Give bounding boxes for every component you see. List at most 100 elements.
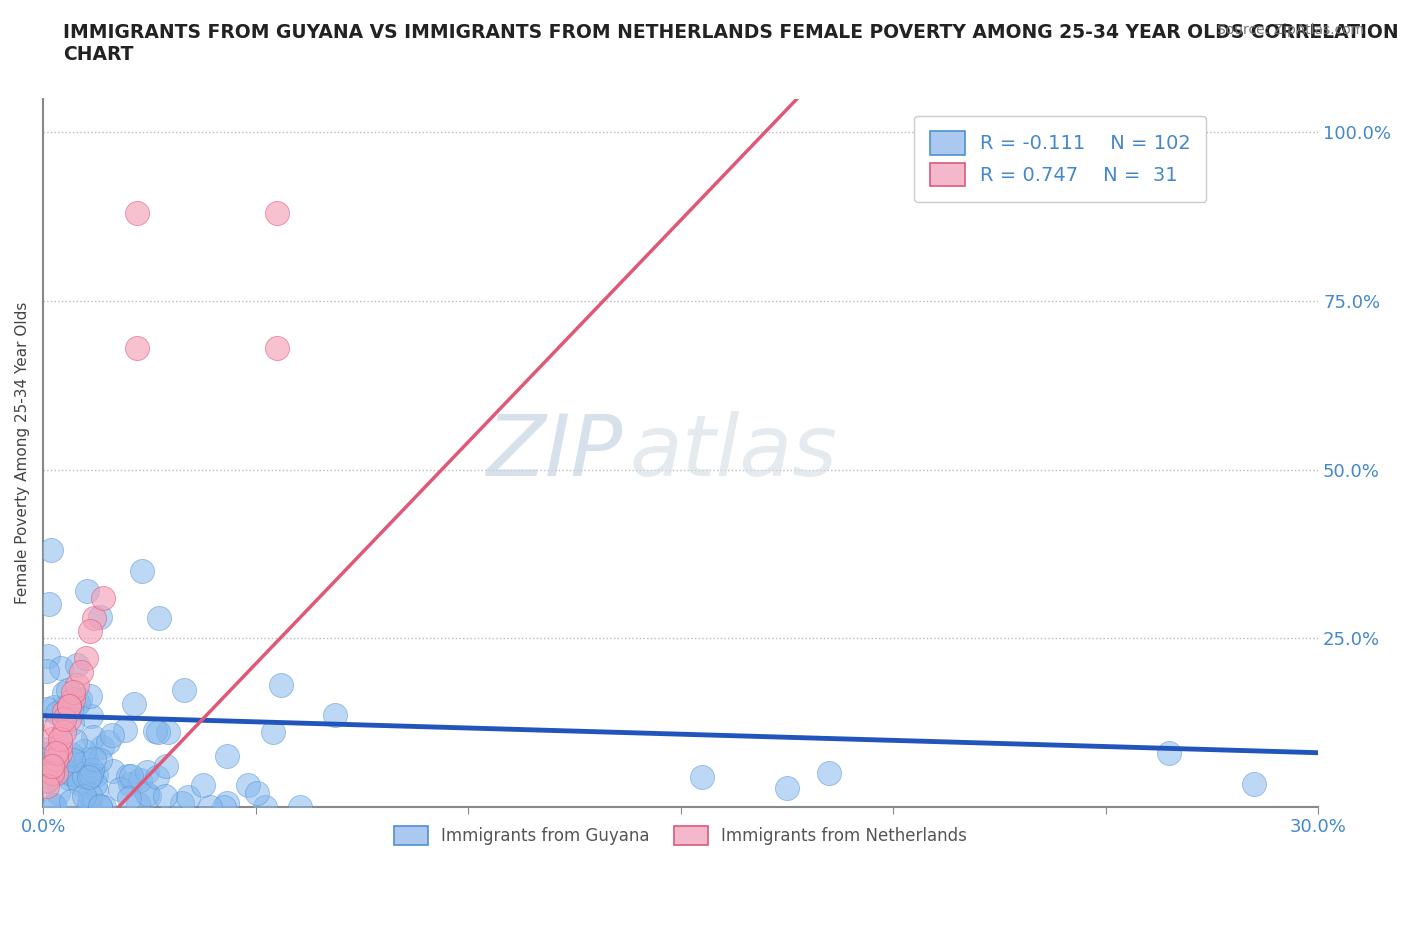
Point bbox=[67, 773, 90, 788]
Point bbox=[125, 206, 148, 220]
Point bbox=[65, 734, 87, 749]
Point bbox=[776, 780, 799, 795]
Point bbox=[148, 610, 170, 625]
Point bbox=[124, 697, 146, 711]
Text: IMMIGRANTS FROM GUYANA VS IMMIGRANTS FROM NETHERLANDS FEMALE POVERTY AMONG 25-34: IMMIGRANTS FROM GUYANA VS IMMIGRANTS FRO… bbox=[63, 23, 1399, 64]
Point bbox=[60, 716, 83, 731]
Point bbox=[1159, 746, 1181, 761]
Point bbox=[44, 797, 66, 812]
Point bbox=[53, 705, 76, 720]
Point bbox=[45, 765, 67, 780]
Point bbox=[103, 764, 125, 778]
Point bbox=[45, 718, 67, 733]
Point bbox=[37, 772, 59, 787]
Point bbox=[262, 724, 284, 739]
Point bbox=[45, 745, 67, 760]
Point bbox=[52, 700, 75, 715]
Legend: Immigrants from Guyana, Immigrants from Netherlands: Immigrants from Guyana, Immigrants from … bbox=[381, 813, 980, 858]
Point bbox=[215, 749, 238, 764]
Point bbox=[86, 767, 108, 782]
Point bbox=[49, 745, 72, 760]
Point bbox=[108, 781, 131, 796]
Point bbox=[266, 206, 288, 220]
Point bbox=[41, 765, 63, 780]
Point bbox=[60, 747, 83, 762]
Point bbox=[323, 708, 346, 723]
Point bbox=[148, 724, 170, 739]
Point bbox=[83, 777, 105, 791]
Point bbox=[62, 684, 84, 699]
Point bbox=[146, 770, 169, 785]
Point bbox=[246, 785, 269, 800]
Point bbox=[156, 724, 179, 739]
Point bbox=[56, 683, 79, 698]
Point bbox=[214, 799, 236, 814]
Point bbox=[62, 752, 84, 767]
Point bbox=[254, 799, 277, 814]
Point bbox=[65, 767, 87, 782]
Point bbox=[60, 703, 83, 718]
Point bbox=[114, 723, 136, 737]
Point bbox=[131, 564, 153, 578]
Point bbox=[191, 778, 214, 793]
Point bbox=[75, 651, 97, 666]
Point bbox=[176, 790, 198, 804]
Point bbox=[66, 678, 89, 693]
Point bbox=[288, 799, 311, 814]
Point bbox=[101, 728, 124, 743]
Point bbox=[118, 790, 141, 805]
Point bbox=[77, 795, 100, 810]
Point bbox=[67, 696, 90, 711]
Point bbox=[120, 769, 142, 784]
Point bbox=[37, 664, 59, 679]
Point bbox=[42, 699, 65, 714]
Point bbox=[41, 732, 63, 747]
Point bbox=[153, 789, 176, 804]
Point bbox=[80, 708, 103, 723]
Point bbox=[79, 624, 101, 639]
Point bbox=[58, 698, 80, 713]
Point bbox=[84, 783, 107, 798]
Point bbox=[38, 746, 60, 761]
Point bbox=[82, 730, 104, 745]
Point bbox=[41, 759, 63, 774]
Point bbox=[89, 753, 111, 768]
Point bbox=[270, 678, 292, 693]
Point bbox=[37, 779, 59, 794]
Point bbox=[56, 765, 79, 780]
Point bbox=[39, 543, 62, 558]
Point bbox=[79, 799, 101, 814]
Point bbox=[41, 759, 63, 774]
Point bbox=[52, 685, 75, 700]
Point bbox=[58, 711, 80, 726]
Point bbox=[1243, 777, 1265, 791]
Point bbox=[818, 765, 841, 780]
Point bbox=[56, 764, 79, 778]
Point bbox=[198, 799, 221, 814]
Point bbox=[38, 742, 60, 757]
Point bbox=[62, 691, 84, 706]
Point bbox=[690, 770, 713, 785]
Point bbox=[38, 597, 60, 612]
Point bbox=[48, 786, 70, 801]
Point bbox=[46, 706, 69, 721]
Point bbox=[215, 796, 238, 811]
Point bbox=[51, 748, 73, 763]
Point bbox=[82, 762, 104, 777]
Point bbox=[76, 583, 98, 598]
Point bbox=[135, 786, 157, 801]
Point bbox=[70, 664, 93, 679]
Text: Source: ZipAtlas.com: Source: ZipAtlas.com bbox=[1216, 23, 1364, 37]
Point bbox=[91, 739, 114, 754]
Point bbox=[77, 769, 100, 784]
Text: ZIP: ZIP bbox=[486, 411, 623, 494]
Point bbox=[93, 799, 115, 814]
Point bbox=[75, 756, 97, 771]
Point bbox=[172, 795, 194, 810]
Point bbox=[73, 789, 96, 804]
Point bbox=[49, 661, 72, 676]
Point bbox=[37, 774, 59, 789]
Point bbox=[138, 789, 160, 804]
Point bbox=[75, 751, 97, 766]
Point bbox=[45, 752, 67, 767]
